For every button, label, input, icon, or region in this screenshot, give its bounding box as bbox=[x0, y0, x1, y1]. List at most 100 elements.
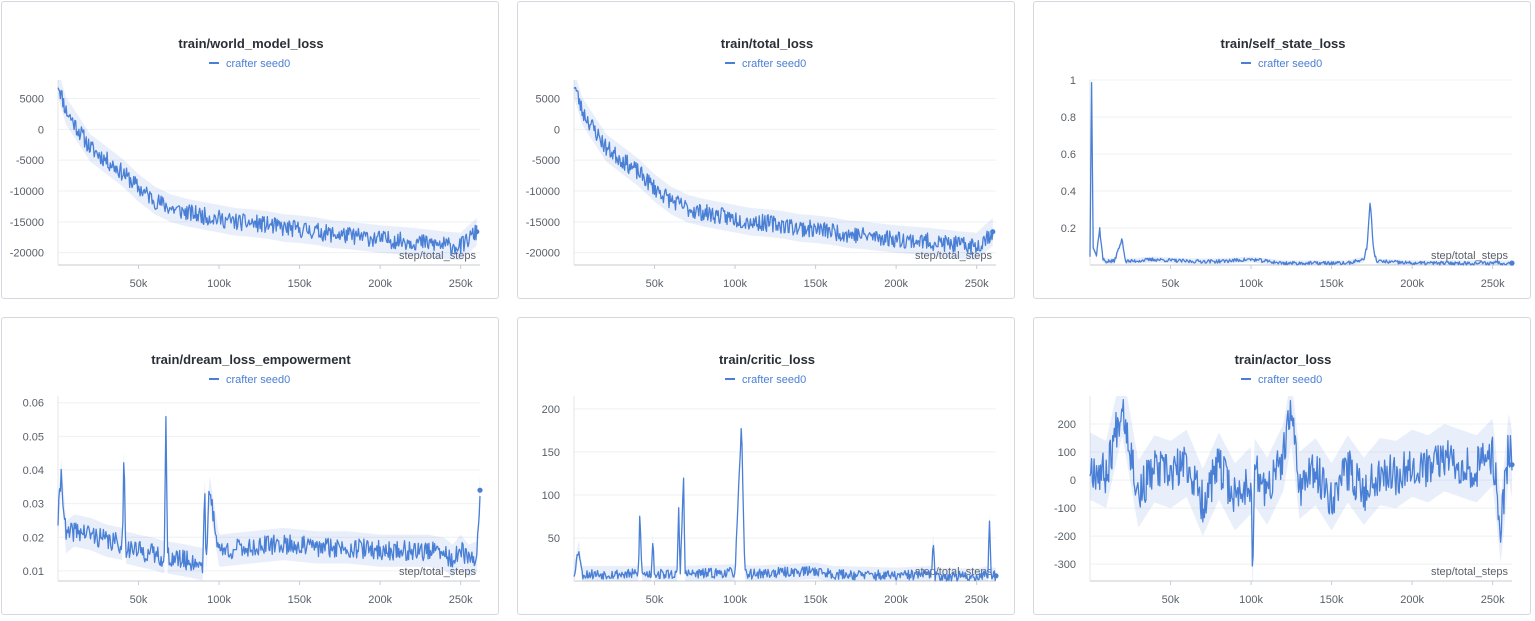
series-line[interactable] bbox=[57, 415, 481, 574]
last-point[interactable] bbox=[474, 229, 480, 235]
last-point[interactable] bbox=[993, 573, 999, 579]
x-tick-label: 150k bbox=[1320, 278, 1344, 290]
x-tick-label: 200k bbox=[884, 594, 908, 606]
series-band bbox=[58, 80, 477, 261]
x-tick-label: 200k bbox=[368, 278, 392, 290]
x-tick-label: 250k bbox=[449, 594, 473, 606]
x-tick-label: 250k bbox=[965, 594, 989, 606]
y-tick-label: -5000 bbox=[16, 155, 44, 167]
y-tick-label: 0.02 bbox=[23, 532, 44, 544]
x-tick-label: 100k bbox=[1239, 278, 1263, 290]
x-axis-label: step/total_steps bbox=[1431, 566, 1509, 578]
y-tick-label: 0 bbox=[554, 124, 560, 136]
series-band bbox=[574, 80, 993, 261]
legend-label: crafter seed0 bbox=[1258, 58, 1322, 70]
y-tick-label: 1 bbox=[1070, 75, 1076, 87]
x-tick-label: 100k bbox=[1239, 594, 1263, 606]
y-tick-label: -10000 bbox=[10, 186, 44, 198]
series-band bbox=[1090, 80, 1512, 265]
last-point[interactable] bbox=[1509, 260, 1515, 266]
chart-panel: train/total_loss crafter seed0 5000 0 -5000 -… bbox=[517, 1, 1015, 299]
y-tick-label: 0.03 bbox=[23, 499, 44, 511]
x-axis-label: step/total_steps bbox=[399, 250, 477, 262]
y-tick-label: 150 bbox=[542, 447, 560, 459]
y-tick-label: -20000 bbox=[526, 248, 560, 260]
y-tick-label: -300 bbox=[1054, 559, 1076, 571]
y-tick-label: -10000 bbox=[526, 186, 560, 198]
x-tick-label: 250k bbox=[1481, 594, 1505, 606]
legend[interactable]: crafter seed0 bbox=[725, 58, 806, 70]
x-tick-label: 200k bbox=[884, 278, 908, 290]
y-tick-label: 100 bbox=[1058, 447, 1076, 459]
x-tick-label: 150k bbox=[1320, 594, 1344, 606]
x-tick-label: 250k bbox=[1481, 278, 1505, 290]
series-line[interactable] bbox=[573, 86, 994, 256]
legend-label: crafter seed0 bbox=[226, 58, 290, 70]
last-point[interactable] bbox=[1509, 462, 1515, 468]
series-line[interactable] bbox=[573, 428, 997, 582]
x-tick-label: 200k bbox=[368, 594, 392, 606]
legend-label: crafter seed0 bbox=[742, 58, 806, 70]
legend[interactable]: crafter seed0 bbox=[209, 374, 290, 386]
y-tick-label: 50 bbox=[548, 533, 560, 545]
x-tick-label: 150k bbox=[804, 594, 828, 606]
x-tick-label: 150k bbox=[288, 594, 312, 606]
x-tick-label: 200k bbox=[1400, 278, 1424, 290]
chart-title: train/self_state_loss bbox=[1220, 36, 1345, 51]
x-tick-label: 100k bbox=[723, 278, 747, 290]
x-tick-label: 150k bbox=[288, 278, 312, 290]
y-tick-label: 0 bbox=[38, 124, 44, 136]
x-tick-label: 250k bbox=[449, 278, 473, 290]
x-axis-label: step/total_steps bbox=[399, 566, 477, 578]
x-tick-label: 250k bbox=[965, 278, 989, 290]
series-line[interactable] bbox=[57, 87, 478, 255]
y-tick-label: 0 bbox=[1070, 475, 1076, 487]
legend[interactable]: crafter seed0 bbox=[725, 374, 806, 386]
chart-title: train/dream_loss_empowerment bbox=[151, 352, 351, 367]
y-tick-label: 0.8 bbox=[1061, 112, 1076, 124]
y-tick-label: -5000 bbox=[532, 155, 560, 167]
x-axis-label: step/total_steps bbox=[915, 250, 993, 262]
y-tick-label: 5000 bbox=[536, 94, 560, 106]
y-tick-label: 100 bbox=[542, 490, 560, 502]
x-tick-label: 50k bbox=[646, 594, 664, 606]
legend[interactable]: crafter seed0 bbox=[1241, 58, 1322, 70]
series-line[interactable] bbox=[1089, 81, 1513, 266]
chart-title: train/world_model_loss bbox=[178, 36, 323, 51]
legend-label: crafter seed0 bbox=[226, 374, 290, 386]
legend[interactable]: crafter seed0 bbox=[1241, 374, 1322, 386]
series-band bbox=[58, 401, 480, 581]
last-point[interactable] bbox=[990, 229, 996, 235]
x-tick-label: 100k bbox=[207, 278, 231, 290]
legend-label: crafter seed0 bbox=[742, 374, 806, 386]
y-tick-label: -15000 bbox=[526, 217, 560, 229]
series-line[interactable] bbox=[1089, 399, 1513, 567]
x-tick-label: 50k bbox=[130, 278, 148, 290]
y-tick-label: 0.4 bbox=[1061, 186, 1076, 198]
legend-label: crafter seed0 bbox=[1258, 374, 1322, 386]
y-tick-label: 0.01 bbox=[23, 566, 44, 578]
x-tick-label: 50k bbox=[646, 278, 664, 290]
x-tick-label: 50k bbox=[1162, 594, 1180, 606]
y-tick-label: -20000 bbox=[10, 248, 44, 260]
y-tick-label: -200 bbox=[1054, 531, 1076, 543]
y-tick-label: 5000 bbox=[20, 94, 44, 106]
y-tick-label: 200 bbox=[1058, 419, 1076, 431]
chart-title: train/critic_loss bbox=[719, 352, 815, 367]
x-axis-label: step/total_steps bbox=[1431, 250, 1509, 262]
chart-title: train/actor_loss bbox=[1235, 352, 1332, 367]
y-tick-label: -100 bbox=[1054, 503, 1076, 515]
legend[interactable]: crafter seed0 bbox=[209, 58, 290, 70]
x-tick-label: 150k bbox=[804, 278, 828, 290]
y-tick-label: 0.05 bbox=[23, 431, 44, 443]
last-point[interactable] bbox=[477, 487, 483, 493]
y-tick-label: -15000 bbox=[10, 217, 44, 229]
